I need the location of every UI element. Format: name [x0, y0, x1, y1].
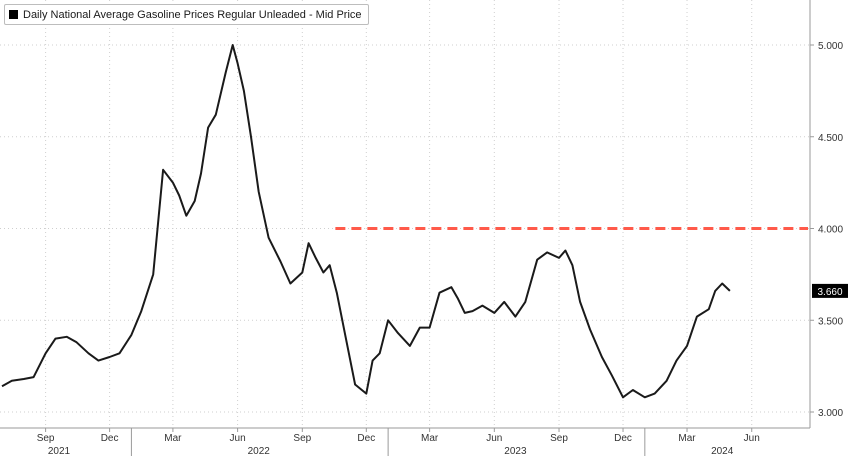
- y-tick-label: 4.500: [818, 133, 843, 144]
- legend-swatch: [9, 10, 18, 19]
- x-tick-label: Mar: [421, 433, 439, 444]
- x-tick-label: Jun: [230, 433, 246, 444]
- y-tick-label: 5.000: [818, 41, 843, 52]
- y-tick-label: 4.000: [818, 225, 843, 236]
- x-tick-label: Sep: [550, 433, 568, 444]
- year-label: 2024: [711, 446, 734, 456]
- legend-label: Daily National Average Gasoline Prices R…: [23, 8, 362, 21]
- x-tick-label: Jun: [486, 433, 502, 444]
- x-tick-label: Sep: [37, 433, 55, 444]
- year-label: 2022: [248, 446, 271, 456]
- series-line: [1, 44, 731, 399]
- x-tick-label: Mar: [678, 433, 696, 444]
- last-value-badge: [812, 283, 848, 298]
- x-tick-label: Dec: [614, 433, 632, 444]
- chart-legend: Daily National Average Gasoline Prices R…: [4, 4, 369, 25]
- year-label: 2023: [504, 446, 527, 456]
- year-label: 2021: [48, 446, 71, 456]
- x-tick-label: Jun: [744, 433, 760, 444]
- y-tick-label: 3.500: [818, 316, 843, 327]
- x-tick-label: Dec: [101, 433, 119, 444]
- y-tick-label: 3.000: [818, 408, 843, 419]
- x-tick-label: Dec: [357, 433, 375, 444]
- last-value-label: 3.660: [817, 287, 842, 298]
- x-tick-label: Sep: [293, 433, 311, 444]
- x-tick-label: Mar: [164, 433, 182, 444]
